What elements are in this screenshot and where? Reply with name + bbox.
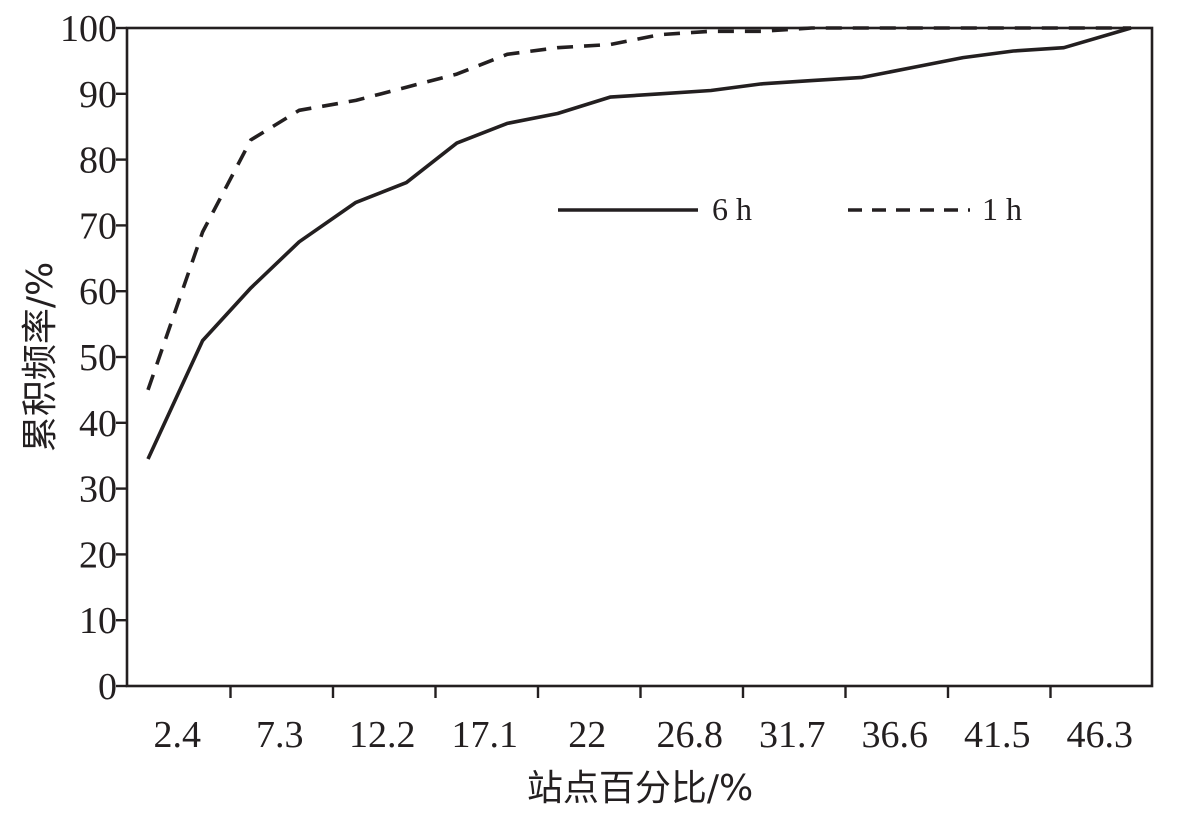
plot-frame — [125, 26, 1154, 688]
x-tick-label: 17.1 — [452, 714, 519, 756]
y-axis-title: 累积频率/% — [20, 262, 61, 452]
x-tick-label: 41.5 — [964, 714, 1031, 756]
x-tick-label: 7.3 — [256, 714, 304, 756]
series-line-1h — [146, 26, 1131, 391]
x-tick-label: 31.7 — [759, 714, 826, 756]
y-tick-label: 30 — [79, 469, 117, 511]
x-tick-label: 2.4 — [154, 714, 202, 756]
x-tick-label: 36.6 — [862, 714, 929, 756]
y-tick-label: 90 — [79, 74, 117, 116]
y-tick-label: 10 — [79, 600, 117, 642]
y-tick-label: 60 — [79, 271, 117, 313]
series-layer — [146, 26, 1132, 460]
y-axis-ticks: 0 10 20 30 40 50 60 70 80 90 100 — [60, 8, 127, 708]
series-line-6h — [146, 26, 1132, 460]
legend-label-1h: 1 h — [982, 191, 1022, 227]
y-tick-label: 80 — [79, 140, 117, 182]
legend: 6 h 1 h — [558, 191, 1022, 227]
x-tick-label: 22 — [568, 714, 606, 756]
x-tick-label: 46.3 — [1067, 714, 1134, 756]
legend-label-6h: 6 h — [712, 191, 752, 227]
y-tick-label: 100 — [60, 8, 117, 50]
y-tick-label: 50 — [79, 337, 117, 379]
y-tick-label: 20 — [79, 534, 117, 576]
x-tick-label: 26.8 — [657, 714, 724, 756]
x-axis-ticks: 2.4 7.3 12.2 17.1 22 26.8 31.7 36.6 41.5 46.3 — [154, 686, 1134, 756]
y-tick-label: 0 — [98, 666, 117, 708]
x-axis-title: 站点百分比/% — [527, 768, 753, 809]
chart-axes — [125, 26, 1154, 688]
y-tick-label: 40 — [79, 403, 117, 445]
y-tick-label: 70 — [79, 205, 117, 247]
x-tick-label: 12.2 — [349, 714, 416, 756]
